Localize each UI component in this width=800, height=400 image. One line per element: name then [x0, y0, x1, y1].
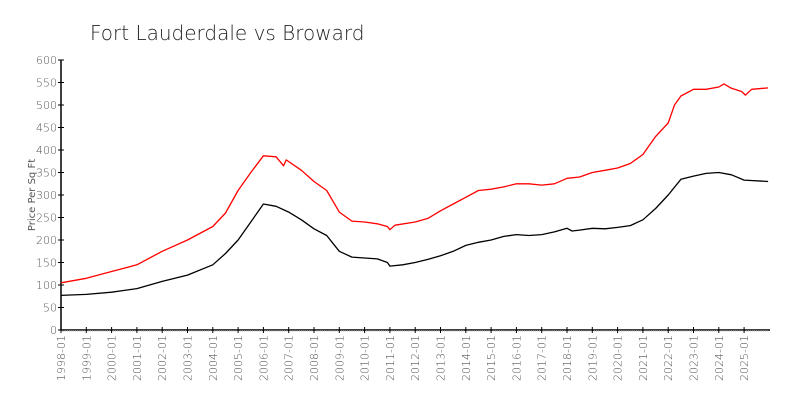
- x-tick-label: 2010-01: [359, 335, 372, 381]
- chart-title: Fort Lauderdale vs Broward: [90, 21, 364, 45]
- x-tick-label: 2006-01: [257, 335, 270, 381]
- y-tick-label: 600: [36, 54, 57, 67]
- x-tick-label: 2016-01: [510, 335, 523, 381]
- y-tick-label: 100: [36, 279, 57, 292]
- x-tick-label: 2003-01: [182, 335, 195, 381]
- x-tick-label: 2002-01: [156, 335, 169, 381]
- x-tick-label: 2009-01: [333, 335, 346, 381]
- y-tick-label: 300: [36, 189, 57, 202]
- x-tick-label: 2001-01: [131, 335, 144, 381]
- x-tick-label: 2012-01: [409, 335, 422, 381]
- y-tick-label: 400: [36, 144, 57, 157]
- y-axis-label: Price Per Sq Ft: [27, 159, 38, 231]
- x-tick-label: 2008-01: [308, 335, 321, 381]
- x-tick-label: 2024-01: [713, 335, 726, 381]
- x-tick-label: 2005-01: [232, 335, 245, 381]
- x-tick-label: 2021-01: [637, 335, 650, 381]
- y-tick-label: 250: [36, 212, 57, 225]
- y-tick-label: 450: [36, 122, 57, 135]
- x-tick-label: 2019-01: [586, 335, 599, 381]
- x-tick-label: 2011-01: [384, 335, 397, 381]
- x-tick-label: 2007-01: [283, 335, 296, 381]
- y-tick-label: 200: [36, 234, 57, 247]
- x-tick-label: 2013-01: [435, 335, 448, 381]
- series-line-fort-lauderdale: [60, 83, 769, 284]
- x-tick-label: 2000-01: [106, 335, 119, 381]
- x-tick-label: 2022-01: [662, 335, 675, 381]
- x-tick-label: 1999-01: [80, 335, 93, 381]
- y-tick-label: 500: [36, 99, 57, 112]
- x-tick-label: 2017-01: [536, 335, 549, 381]
- x-tick-label: 2014-01: [460, 335, 473, 381]
- y-tick-label: 350: [36, 167, 57, 180]
- series-line-broward: [60, 171, 769, 297]
- x-tick-label: 2015-01: [485, 335, 498, 381]
- x-tick-label: 2020-01: [612, 335, 625, 381]
- y-tick-label: 50: [43, 302, 57, 315]
- x-tick-label: 2023-01: [688, 335, 701, 381]
- x-tick-label: 2004-01: [207, 335, 220, 381]
- x-tick-label: 2018-01: [561, 335, 574, 381]
- y-tick-label: 150: [36, 257, 57, 270]
- y-tick-label: 0: [50, 324, 57, 337]
- x-tick-label: 2025-01: [738, 335, 751, 381]
- y-tick-label: 550: [36, 77, 57, 90]
- x-tick-label: 1998-01: [55, 335, 68, 381]
